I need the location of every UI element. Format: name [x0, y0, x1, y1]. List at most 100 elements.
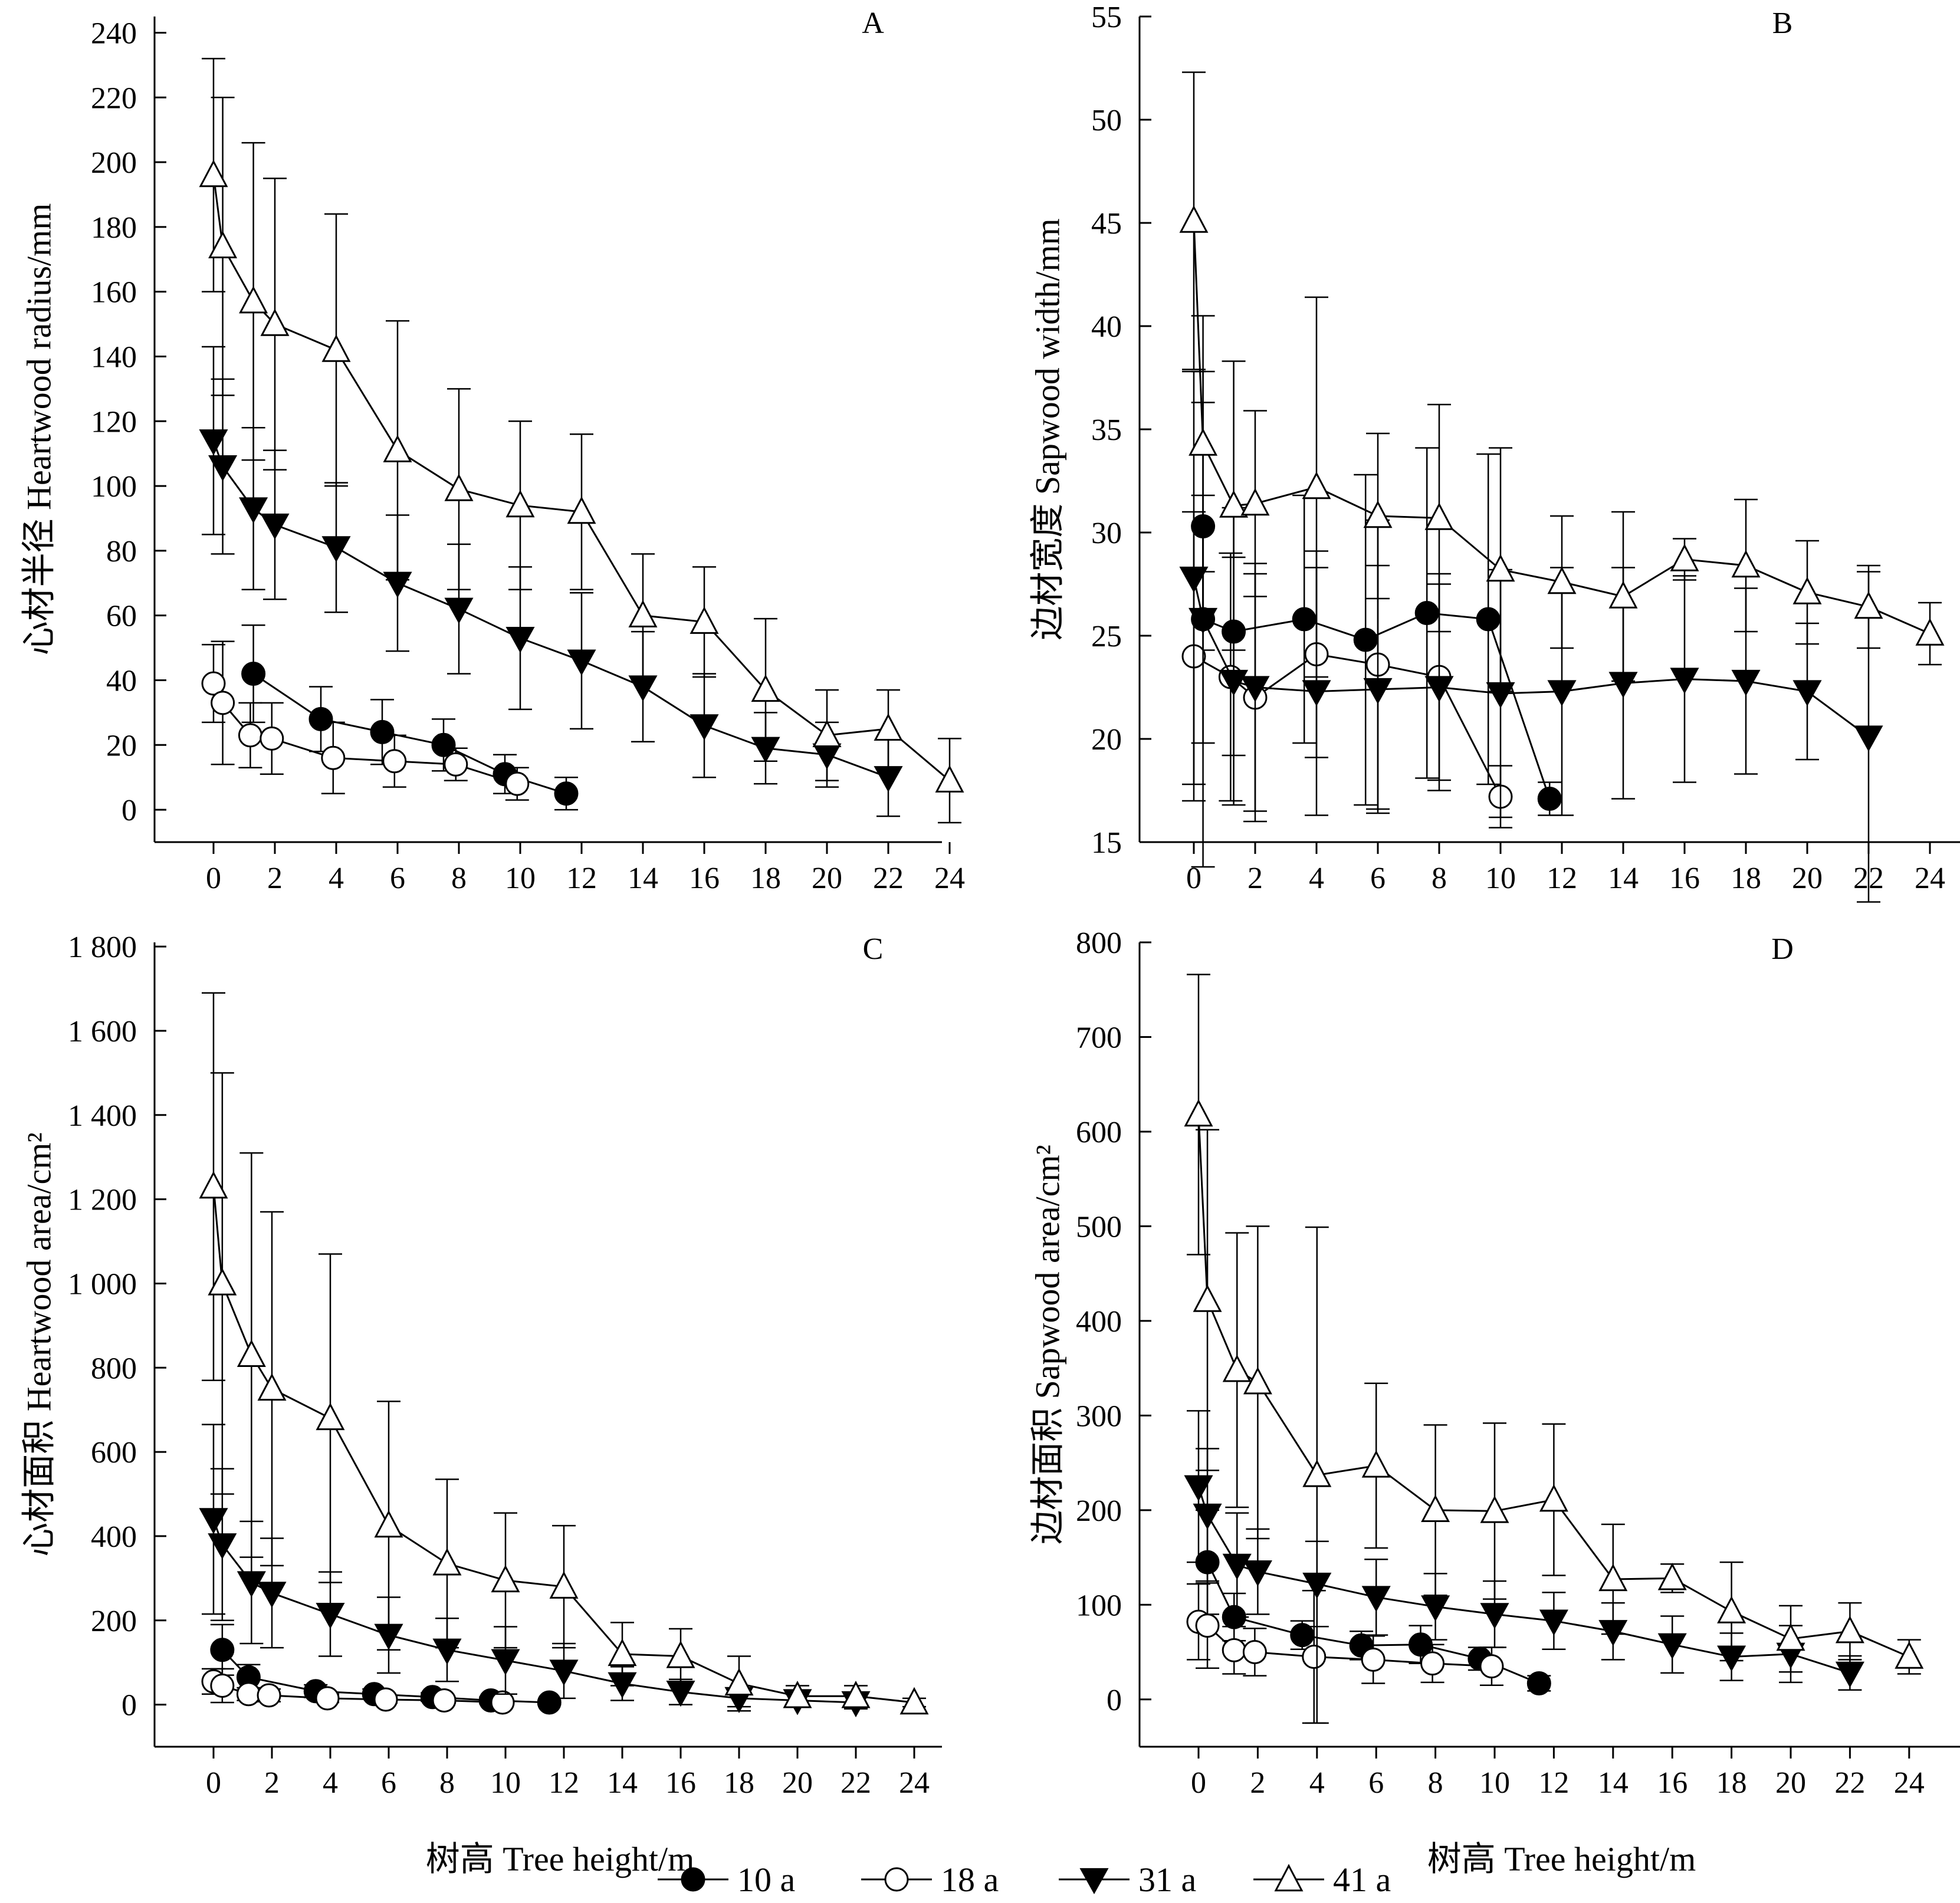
data-point [239, 497, 268, 524]
legend-label: 18 a [941, 1861, 999, 1899]
data-point [1776, 1623, 1805, 1651]
y-tick-label: 240 [91, 17, 137, 50]
data-point [874, 766, 903, 793]
x-tick-label: 10 [490, 1766, 521, 1800]
x-tick-label: 24 [1894, 1766, 1925, 1800]
x-tick-label: 24 [899, 1766, 930, 1800]
data-point [1302, 471, 1331, 499]
data-point [554, 781, 579, 806]
y-tick-label: 800 [1076, 926, 1122, 960]
data-point [444, 752, 468, 777]
y-axis-label: 边材面积 Sapwood area/cm² [1028, 1145, 1066, 1544]
y-tick-label: 1 600 [68, 1015, 137, 1049]
y-tick-label: 45 [1091, 207, 1122, 241]
data-point [373, 1687, 398, 1712]
data-point [1361, 1586, 1391, 1612]
x-tick-label: 16 [689, 862, 720, 895]
x-axis-label: 树高 Tree height/m [1427, 1840, 1696, 1878]
data-point [1240, 488, 1270, 516]
legend-marker [1274, 1863, 1304, 1892]
x-tick-label: 2 [1247, 862, 1263, 895]
y-tick-label: 0 [1107, 1684, 1122, 1717]
x-tick-label: 20 [812, 862, 842, 895]
data-point [690, 606, 719, 634]
data-point [1219, 669, 1249, 696]
data-point [1414, 601, 1439, 625]
data-point [257, 1582, 287, 1608]
data-point [1480, 1603, 1509, 1629]
data-point [1486, 554, 1515, 582]
data-point [690, 714, 719, 741]
y-axis-label: 心材面积 Heartwood area/cm² [19, 1132, 58, 1557]
data-point [628, 600, 658, 627]
series-41-a [1179, 71, 1945, 692]
data-point [1363, 500, 1393, 528]
data-point [239, 285, 268, 314]
x-tick-label: 24 [934, 862, 965, 895]
y-tick-label: 200 [91, 146, 137, 180]
y-tick-label: 600 [1076, 1116, 1122, 1149]
data-point [1480, 1496, 1509, 1523]
legend-marker [884, 1867, 909, 1892]
data-point [238, 723, 262, 748]
data-point [321, 536, 351, 563]
x-tick-label: 4 [1309, 862, 1324, 895]
x-tick-label: 14 [1608, 862, 1639, 895]
data-point [1424, 676, 1454, 702]
data-point [1179, 205, 1209, 233]
data-point [1292, 607, 1316, 632]
x-tick-label: 2 [264, 1766, 280, 1800]
x-tick-label: 4 [1309, 1766, 1325, 1800]
data-point [724, 1668, 754, 1696]
y-tick-label: 35 [1091, 413, 1122, 447]
data-point [1657, 1633, 1687, 1659]
x-tick-label: 6 [1368, 1766, 1384, 1800]
data-point [1195, 1613, 1220, 1638]
series-line [1193, 577, 1869, 738]
data-point [210, 1673, 235, 1698]
data-point [208, 231, 238, 259]
series-18-a [201, 640, 530, 801]
data-point [751, 674, 780, 702]
y-tick-label: 20 [106, 729, 137, 762]
data-point [1240, 676, 1270, 702]
x-tick-label: 4 [323, 1766, 338, 1800]
data-point [1915, 618, 1945, 646]
data-point [1242, 1640, 1267, 1665]
data-point [1792, 577, 1822, 604]
data-point [370, 719, 395, 744]
x-tick-label: 14 [628, 862, 658, 895]
y-tick-label: 50 [1091, 104, 1122, 137]
data-point [237, 1339, 266, 1368]
data-point [567, 496, 596, 524]
y-tick-label: 1 800 [68, 931, 137, 964]
x-tick-label: 16 [1657, 1766, 1687, 1800]
legend-marker [681, 1867, 705, 1892]
data-point [1792, 680, 1822, 706]
y-tick-label: 400 [91, 1520, 137, 1554]
x-tick-label: 16 [665, 1766, 696, 1800]
data-point [1608, 581, 1638, 609]
x-tick-label: 8 [439, 1766, 455, 1800]
series-18-a [1186, 1582, 1504, 1724]
data-point [549, 1659, 579, 1686]
y-tick-label: 1 000 [68, 1267, 137, 1301]
data-point [505, 627, 535, 653]
y-tick-label: 40 [106, 664, 137, 698]
x-tick-label: 18 [1731, 862, 1761, 895]
data-point [1717, 1596, 1746, 1623]
y-tick-label: 500 [1076, 1210, 1122, 1244]
x-tick-label: 10 [505, 862, 536, 895]
data-point [1361, 1450, 1391, 1478]
y-tick-label: 40 [1091, 310, 1122, 344]
data-point [1479, 1654, 1504, 1679]
data-point [383, 435, 412, 462]
data-point [812, 719, 842, 748]
data-point [935, 765, 964, 793]
data-point [208, 455, 238, 482]
data-point [321, 334, 351, 362]
x-tick-label: 22 [841, 1766, 871, 1800]
data-point [549, 1571, 579, 1599]
